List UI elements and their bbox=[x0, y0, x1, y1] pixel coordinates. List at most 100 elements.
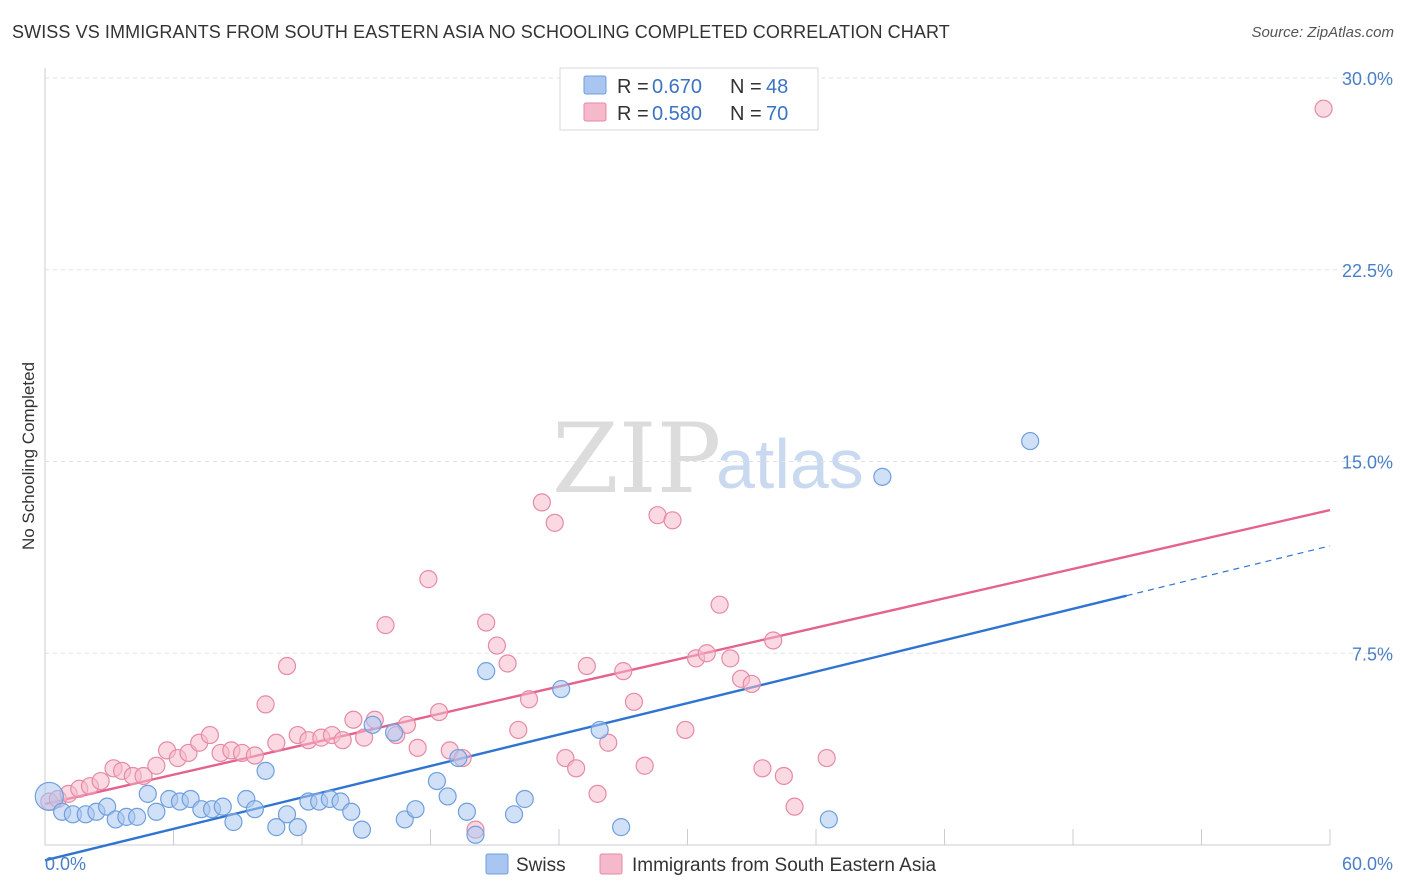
legend-r-label-swiss: R = bbox=[617, 76, 649, 98]
sea-point bbox=[147, 756, 166, 775]
swiss-point bbox=[224, 812, 243, 832]
swiss-point bbox=[342, 802, 361, 821]
sea-point bbox=[697, 644, 716, 663]
swiss-point bbox=[449, 748, 468, 768]
swiss-point bbox=[245, 800, 264, 819]
sea-point bbox=[764, 631, 783, 650]
sea-point bbox=[256, 695, 275, 714]
sea-point bbox=[774, 766, 793, 786]
swiss-point bbox=[819, 810, 838, 829]
source-credit: Source: ZipAtlas.com bbox=[1251, 24, 1394, 41]
bottom-legend-sea: Immigrants from South Eastern Asia bbox=[632, 855, 937, 876]
y-tick-label: 30.0% bbox=[1342, 69, 1393, 89]
sea-point bbox=[614, 662, 633, 681]
swiss-point bbox=[352, 820, 372, 839]
swiss-point bbox=[34, 781, 64, 812]
legend-n-label-sea: N = bbox=[730, 103, 762, 125]
swiss-point bbox=[1021, 431, 1040, 451]
sea-point bbox=[509, 720, 528, 740]
legend-swatch-swiss bbox=[583, 75, 607, 95]
sea-point bbox=[134, 766, 153, 786]
legend-n-value-sea: 70 bbox=[766, 103, 788, 125]
sea-point bbox=[333, 731, 352, 750]
sea-point bbox=[477, 613, 496, 632]
sea-point bbox=[577, 656, 596, 676]
sea-point bbox=[245, 746, 264, 765]
sea-point bbox=[429, 702, 449, 722]
swiss-point bbox=[457, 802, 477, 821]
swiss-point bbox=[590, 720, 609, 740]
swiss-point bbox=[504, 805, 524, 824]
legend-n-value-swiss: 48 bbox=[766, 76, 788, 98]
y-tick-label: 7.5% bbox=[1352, 644, 1393, 664]
sea-point bbox=[487, 636, 506, 655]
sea-point bbox=[817, 748, 836, 768]
sea-point bbox=[710, 595, 729, 614]
sea-point bbox=[599, 733, 618, 752]
y-axis-label: No Schooling Completed bbox=[19, 362, 38, 550]
sea-point bbox=[200, 725, 220, 745]
x-tick-label: 0.0% bbox=[45, 854, 86, 874]
legend-r-value-swiss: 0.670 bbox=[652, 76, 702, 98]
legend-swatch-sea bbox=[583, 102, 607, 122]
swiss-point bbox=[384, 723, 404, 742]
data-points bbox=[34, 99, 1333, 844]
swiss-point bbox=[406, 800, 425, 819]
axes bbox=[44, 68, 1331, 846]
bottom-legend-swatch-sea bbox=[599, 853, 623, 875]
legend-r-value-sea: 0.580 bbox=[652, 103, 702, 125]
swiss-point bbox=[127, 807, 147, 826]
sea-point bbox=[567, 759, 586, 778]
trend-lines bbox=[44, 508, 1331, 862]
sea-point bbox=[676, 720, 695, 740]
gridlines bbox=[45, 77, 1390, 654]
sea-point bbox=[419, 570, 438, 589]
sea-point bbox=[376, 616, 395, 635]
sea-point bbox=[721, 649, 740, 668]
sea-point bbox=[663, 511, 682, 530]
series-legend: Swiss Immigrants from South Eastern Asia bbox=[485, 853, 937, 876]
legend-n-label-swiss: N = bbox=[730, 76, 762, 98]
watermark-atlas: atlas bbox=[716, 425, 864, 503]
sea-point bbox=[355, 728, 374, 747]
swiss-point bbox=[277, 805, 297, 824]
swiss-point bbox=[427, 771, 447, 791]
swiss-point bbox=[138, 784, 157, 803]
sea-point bbox=[267, 733, 286, 752]
swiss-point bbox=[147, 802, 166, 821]
swiss-point bbox=[552, 679, 571, 699]
swiss-point bbox=[98, 797, 117, 816]
chart-title: SWISS VS IMMIGRANTS FROM SOUTH EASTERN A… bbox=[12, 22, 950, 42]
bottom-legend-swatch-swiss bbox=[485, 853, 509, 875]
sea-point bbox=[624, 692, 644, 711]
tick-labels: 7.5% 15.0% 22.5% 30.0% 0.0% 60.0% bbox=[45, 69, 1393, 874]
x-tick-label: 60.0% bbox=[1342, 854, 1393, 874]
sea-point bbox=[1314, 99, 1333, 118]
swiss-point bbox=[288, 818, 307, 837]
y-tick-label: 22.5% bbox=[1342, 261, 1393, 281]
swiss-point bbox=[363, 715, 382, 734]
sea-point bbox=[742, 674, 761, 694]
swiss-point bbox=[213, 797, 232, 816]
swiss-point bbox=[873, 467, 892, 486]
stats-legend: R = 0.670 N = 48 R = 0.580 N = 70 bbox=[559, 67, 819, 131]
swiss-trend-extension bbox=[1126, 545, 1331, 597]
swiss-point bbox=[515, 789, 534, 809]
sea-point bbox=[545, 513, 564, 532]
bottom-legend-swiss: Swiss bbox=[516, 855, 566, 876]
sea-point bbox=[785, 797, 804, 816]
swiss-point bbox=[477, 662, 496, 681]
sea-point bbox=[635, 756, 654, 775]
legend-r-label-sea: R = bbox=[617, 103, 649, 125]
y-tick-label: 15.0% bbox=[1342, 453, 1393, 473]
watermark: ZIP atlas bbox=[552, 403, 864, 515]
sea-point bbox=[277, 656, 297, 676]
swiss-point bbox=[466, 825, 485, 844]
sea-point bbox=[588, 784, 607, 803]
sea-point bbox=[91, 771, 110, 791]
swiss-point bbox=[256, 761, 275, 780]
swiss-trend-line bbox=[44, 594, 1127, 862]
sea-point bbox=[498, 654, 517, 673]
